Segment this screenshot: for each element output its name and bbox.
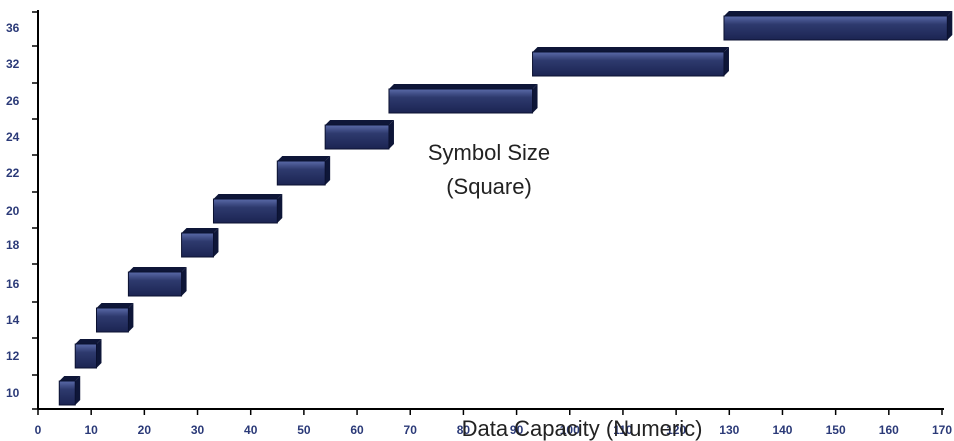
bar	[58, 376, 81, 406]
bar-front-face	[276, 160, 326, 186]
bar-top-face	[59, 376, 81, 381]
bar-top-face	[128, 267, 187, 272]
bar-top-face	[325, 120, 394, 125]
x-axis-label: Data Capacity (Numeric)	[462, 416, 703, 441]
y-tick-label: 24	[6, 130, 20, 144]
x-tick-label: 70	[404, 423, 418, 437]
bar	[532, 47, 729, 77]
bar-side-face	[96, 339, 102, 368]
bar-side-face	[723, 47, 729, 76]
bar-front-face	[95, 307, 129, 333]
x-tick-label: 100	[560, 423, 580, 437]
bar-top-face	[723, 11, 953, 16]
bar-top-face	[96, 303, 134, 308]
bar-front-face	[58, 380, 76, 406]
bar	[95, 303, 134, 333]
bar-top-face	[181, 228, 219, 233]
y-tick-label: 10	[6, 386, 20, 400]
bar-top-face	[213, 194, 283, 199]
bar-side-face	[277, 194, 283, 223]
x-tick-label: 170	[932, 423, 952, 437]
x-tick-label: 30	[191, 423, 205, 437]
y-tick-label: 12	[6, 349, 20, 363]
bar-front-face	[532, 51, 725, 77]
x-tick-label: 140	[772, 423, 792, 437]
x-tick-label: 130	[719, 423, 739, 437]
bars	[58, 11, 953, 406]
bar-top-face	[75, 339, 102, 344]
y-tick-label: 36	[6, 21, 20, 35]
y-tick-label: 16	[6, 277, 20, 291]
bar-side-face	[128, 303, 134, 332]
bar	[324, 120, 394, 150]
x-tick-label: 120	[666, 423, 686, 437]
x-tick-label: 10	[84, 423, 98, 437]
y-tick-label: 20	[6, 204, 20, 218]
bar	[723, 11, 953, 41]
x-tick-label: 90	[510, 423, 524, 437]
bar-front-face	[74, 343, 97, 369]
y-tick-labels: 10 12 14 16 18 20 22 24 26 32 36	[6, 21, 20, 400]
x-tick-label: 80	[457, 423, 471, 437]
bar-side-face	[75, 376, 81, 405]
bar-side-face	[325, 156, 331, 185]
bar-side-face	[532, 84, 538, 113]
x-tick-label: 110	[613, 423, 633, 437]
x-tick-label: 0	[35, 423, 42, 437]
x-tick-label: 20	[138, 423, 152, 437]
y-tick-label: 18	[6, 238, 20, 252]
x-tick-label: 160	[879, 423, 899, 437]
bar-front-face	[181, 232, 214, 258]
x-tick-label: 150	[826, 423, 846, 437]
bar-top-face	[388, 84, 538, 89]
bar-front-face	[324, 124, 390, 150]
axes	[32, 10, 944, 415]
bar-front-face	[723, 15, 948, 41]
bar	[74, 339, 102, 369]
bar-front-face	[212, 198, 278, 224]
y-tick-label: 26	[6, 94, 20, 108]
bar	[276, 156, 331, 186]
bar-front-face	[127, 271, 183, 297]
bar	[388, 84, 538, 114]
bar	[181, 228, 219, 258]
x-tick-label: 60	[350, 423, 364, 437]
x-tick-label: 50	[297, 423, 311, 437]
annotation-line-1: Symbol Size	[428, 140, 550, 165]
bar	[212, 194, 283, 224]
x-tick-labels: 0 10 20 30 40 50 60 70 80 90 100 110 120 130 140 150 160…	[35, 423, 953, 437]
bar-top-face	[277, 156, 331, 161]
bar-front-face	[388, 88, 534, 114]
bar-side-face	[213, 228, 219, 257]
y-tick-label: 14	[6, 313, 20, 327]
bar-side-face	[181, 267, 187, 296]
bar-top-face	[532, 47, 729, 52]
y-tick-label: 22	[6, 166, 20, 180]
annotation-line-2: (Square)	[446, 174, 532, 199]
y-tick-label: 32	[6, 57, 20, 71]
bar	[127, 267, 187, 297]
bar-side-face	[388, 120, 394, 149]
x-tick-label: 40	[244, 423, 258, 437]
bar-side-face	[947, 11, 953, 40]
